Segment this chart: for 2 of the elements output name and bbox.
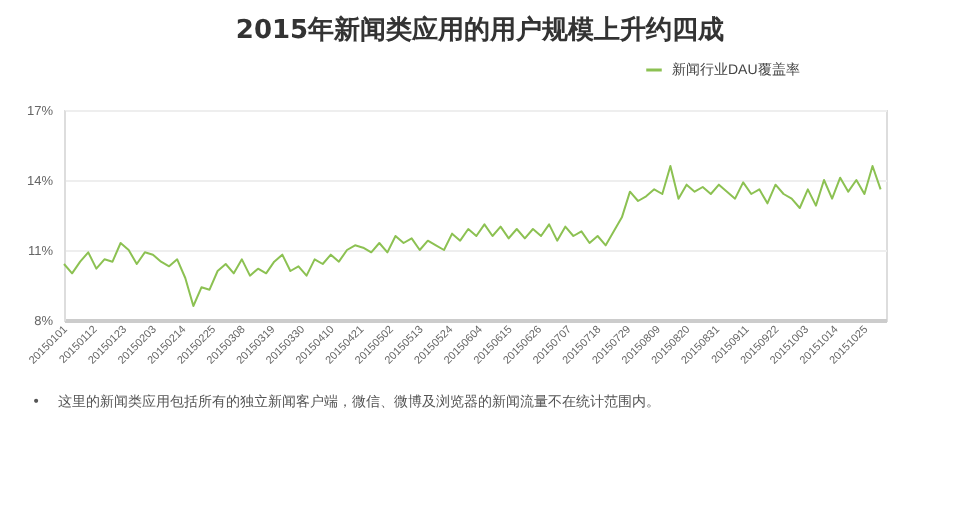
line-series (63, 165, 882, 307)
chart-title: 2015年新闻类应用的用户规模上升约四成 (233, 13, 727, 48)
